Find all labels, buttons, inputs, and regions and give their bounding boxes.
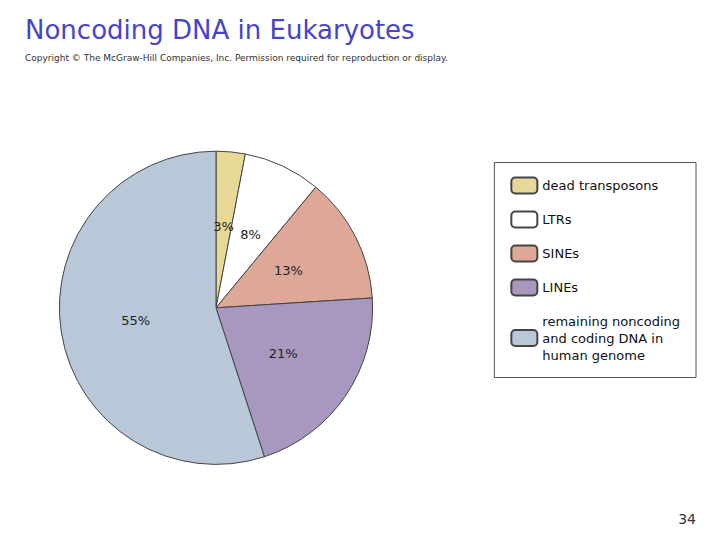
svg-text:3%: 3% (213, 219, 234, 234)
svg-text:21%: 21% (269, 346, 298, 361)
svg-text:dead transposons: dead transposons (542, 178, 658, 193)
svg-text:SINEs: SINEs (542, 246, 579, 261)
svg-text:Copyright © The McGraw-Hill Co: Copyright © The McGraw-Hill Companies, I… (25, 53, 448, 63)
svg-text:remaining noncoding: remaining noncoding (542, 314, 680, 329)
svg-text:LTRs: LTRs (542, 212, 571, 227)
svg-text:8%: 8% (240, 227, 261, 242)
svg-text:34: 34 (678, 511, 696, 527)
svg-text:55%: 55% (121, 313, 150, 328)
svg-text:13%: 13% (274, 263, 303, 278)
svg-text:LINEs: LINEs (542, 280, 578, 295)
svg-text:human genome: human genome (542, 348, 645, 363)
svg-text:and coding DNA in: and coding DNA in (542, 331, 663, 346)
svg-text:Noncoding DNA in Eukaryotes: Noncoding DNA in Eukaryotes (25, 15, 415, 45)
